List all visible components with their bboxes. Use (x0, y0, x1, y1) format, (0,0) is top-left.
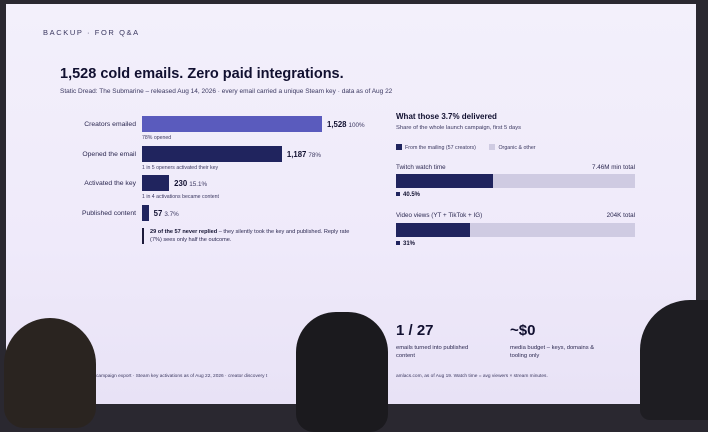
legend-mailing: From the mailing (57 creators) (405, 145, 476, 151)
funnel-value: 230 15.1% (174, 179, 207, 188)
legend-swatch-other (489, 144, 496, 150)
impact-subtitle: Share of the whole launch campaign, firs… (396, 125, 522, 131)
stat-budget: ~$0 (510, 322, 536, 339)
funnel-note: 1 in 4 activations became content (142, 194, 219, 200)
funnel-value: 1,528 100% (327, 120, 365, 129)
funnel-note: 78% opened (142, 135, 172, 141)
stat-ratio: 1 / 27 (396, 322, 434, 339)
metric-label: Twitch watch time (396, 164, 446, 171)
metric-fill (396, 174, 493, 188)
funnel-value-pct: 15.1% (189, 181, 208, 188)
metric-total: 7.46M min total (591, 164, 635, 171)
funnel-callout: 29 of the 57 never replied – they silent… (142, 228, 350, 244)
metric-fill (396, 223, 471, 237)
funnel-value-number: 1,528 (327, 120, 347, 129)
funnel-label: Creators emailed (84, 121, 136, 128)
funnel-label: Published content (81, 210, 136, 217)
metric-share: 31% (396, 241, 415, 247)
slide-title: 1,528 cold emails. Zero paid integration… (60, 66, 344, 82)
metric-track (396, 223, 635, 237)
footer-left: campaign export · Steam key activations … (96, 374, 268, 379)
slide-subtitle: Static Dread: The Submarine – released A… (60, 88, 393, 95)
audience-head-right (640, 300, 708, 420)
funnel-bar (142, 205, 149, 221)
funnel-value-pct: 3.7% (164, 211, 179, 218)
audience-head-left (4, 318, 96, 428)
funnel-value-pct: 100% (348, 122, 365, 129)
funnel-label: Activated the key (84, 180, 136, 187)
stat-ratio-caption: emails turned into published content (396, 345, 469, 359)
metric-track (396, 174, 635, 188)
metric-share-value: 31% (403, 241, 416, 247)
funnel-value-number: 230 (174, 179, 188, 188)
funnel-label: Opened the email (82, 151, 136, 158)
slide-kicker: BACKUP · FOR Q&A (43, 28, 140, 37)
metric-total: 204K total (606, 212, 635, 219)
audience-head-center (296, 312, 388, 432)
metric-share-value: 40.5% (403, 192, 421, 198)
callout-bold: 29 of the 57 never replied (150, 229, 218, 235)
impact-title: What those 3.7% delivered (396, 112, 497, 121)
funnel-value-pct: 78% (308, 152, 321, 159)
stat-budget-caption: media budget – keys, domains & tooling o… (510, 345, 595, 359)
funnel-value-number: 1,187 (286, 150, 307, 159)
funnel-bar (142, 175, 170, 191)
funnel-bar (142, 116, 322, 132)
share-marker (396, 241, 400, 245)
metric-share: 40.5% (396, 192, 420, 198)
funnel-value: 1,187 78% (287, 150, 321, 159)
funnel-note: 1 in 5 openers activated their key (142, 165, 219, 171)
metric-label: Video views (YT + TikTok + IG) (396, 212, 483, 219)
footer-right: amlacs.com, as of Aug 19. Watch time = a… (396, 374, 548, 379)
funnel-value-number: 57 (153, 209, 163, 218)
funnel-bar (142, 146, 282, 162)
impact-legend: From the mailing (57 creators) Organic &… (396, 144, 536, 151)
legend-swatch-mailing (396, 144, 402, 150)
funnel-value: 57 3.7% (154, 209, 179, 218)
share-marker (396, 192, 400, 196)
callout-text: – they silently took the key and publish… (150, 229, 350, 243)
legend-other: Organic & other (498, 145, 536, 151)
